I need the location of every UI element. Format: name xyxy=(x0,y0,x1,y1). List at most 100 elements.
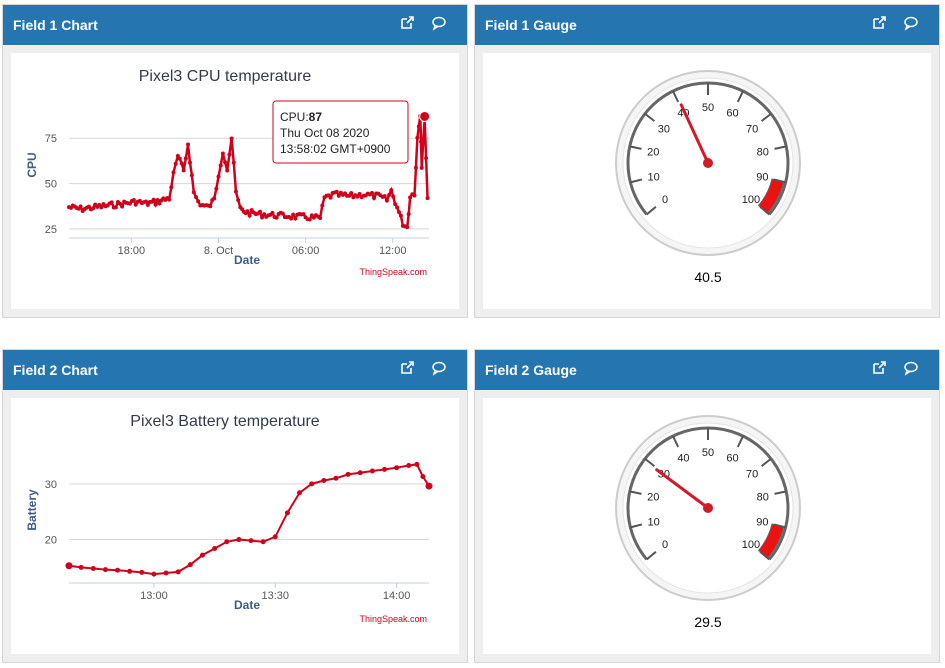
data-point[interactable] xyxy=(224,539,230,545)
data-point[interactable] xyxy=(171,170,176,175)
data-point[interactable] xyxy=(347,193,352,198)
data-point[interactable] xyxy=(245,209,250,214)
data-point[interactable] xyxy=(113,205,118,210)
data-point[interactable] xyxy=(65,562,73,570)
data-point[interactable] xyxy=(214,186,219,191)
data-point[interactable] xyxy=(336,193,341,198)
data-point[interactable] xyxy=(395,205,400,210)
data-point[interactable] xyxy=(151,571,157,577)
data-point[interactable] xyxy=(109,200,114,205)
comment-icon[interactable] xyxy=(903,15,919,31)
data-point[interactable] xyxy=(349,191,354,196)
data-point[interactable] xyxy=(175,569,181,575)
data-point[interactable] xyxy=(357,192,362,197)
data-point[interactable] xyxy=(416,124,421,129)
data-point[interactable] xyxy=(398,213,403,218)
highlighted-point[interactable] xyxy=(419,110,431,122)
data-point[interactable] xyxy=(151,197,156,202)
data-point[interactable] xyxy=(334,189,339,194)
data-point[interactable] xyxy=(425,196,430,201)
data-point[interactable] xyxy=(260,539,266,545)
data-point[interactable] xyxy=(196,199,201,204)
data-point[interactable] xyxy=(397,210,401,215)
data-point[interactable] xyxy=(384,198,389,203)
data-point[interactable] xyxy=(90,566,96,572)
data-point[interactable] xyxy=(382,466,388,472)
data-point[interactable] xyxy=(291,212,296,217)
data-point[interactable] xyxy=(223,160,228,165)
data-point[interactable] xyxy=(187,160,192,165)
data-point[interactable] xyxy=(391,194,396,199)
data-point[interactable] xyxy=(406,212,411,217)
data-point[interactable] xyxy=(236,537,242,543)
data-point[interactable] xyxy=(408,195,413,200)
data-point[interactable] xyxy=(284,510,290,516)
comment-icon[interactable] xyxy=(903,360,919,376)
data-point[interactable] xyxy=(118,201,123,206)
data-point[interactable] xyxy=(420,474,426,480)
data-point[interactable] xyxy=(231,160,236,165)
data-point[interactable] xyxy=(424,156,429,161)
data-point[interactable] xyxy=(387,193,392,198)
data-point[interactable] xyxy=(229,136,234,141)
data-point[interactable] xyxy=(274,215,279,220)
data-point[interactable] xyxy=(133,202,138,207)
data-point[interactable] xyxy=(414,461,420,467)
data-point[interactable] xyxy=(115,567,121,573)
data-point[interactable] xyxy=(186,142,191,147)
data-point[interactable] xyxy=(163,570,169,576)
data-point[interactable] xyxy=(187,562,193,568)
data-point[interactable] xyxy=(280,211,285,216)
data-point[interactable] xyxy=(102,567,108,573)
data-point[interactable] xyxy=(357,470,363,476)
data-point[interactable] xyxy=(272,534,278,540)
data-point[interactable] xyxy=(169,185,174,190)
battery-chart[interactable]: Pixel3 Battery temperature Battery Date … xyxy=(11,398,461,656)
data-point[interactable] xyxy=(321,478,327,484)
data-point[interactable] xyxy=(131,198,136,203)
data-point[interactable] xyxy=(394,465,400,471)
data-point[interactable] xyxy=(307,217,312,222)
data-point[interactable] xyxy=(309,481,315,487)
data-point[interactable] xyxy=(143,199,148,204)
data-point[interactable] xyxy=(173,161,178,166)
data-point[interactable] xyxy=(233,189,238,194)
data-point[interactable] xyxy=(382,194,387,199)
data-point[interactable] xyxy=(293,216,298,221)
data-point[interactable] xyxy=(333,475,339,481)
data-point[interactable] xyxy=(248,538,254,544)
data-point[interactable] xyxy=(345,471,351,477)
data-point[interactable] xyxy=(289,216,294,221)
data-point[interactable] xyxy=(425,482,433,490)
data-point[interactable] xyxy=(78,564,84,570)
data-point[interactable] xyxy=(145,202,150,207)
external-link-icon[interactable] xyxy=(399,15,415,31)
external-link-icon[interactable] xyxy=(399,360,415,376)
data-point[interactable] xyxy=(369,468,375,474)
data-point[interactable] xyxy=(413,165,418,170)
data-point[interactable] xyxy=(270,210,275,215)
data-point[interactable] xyxy=(155,198,160,203)
data-point[interactable] xyxy=(179,161,184,166)
data-point[interactable] xyxy=(297,490,303,496)
data-point[interactable] xyxy=(260,215,265,220)
cpu-chart[interactable]: Pixel3 CPU temperature CPU Date ThingSpe… xyxy=(11,53,461,311)
data-point[interactable] xyxy=(86,204,91,209)
comment-icon[interactable] xyxy=(431,15,447,31)
data-point[interactable] xyxy=(406,462,412,468)
data-point[interactable] xyxy=(225,168,230,173)
data-point[interactable] xyxy=(216,174,221,179)
data-point[interactable] xyxy=(328,195,333,200)
data-point[interactable] xyxy=(183,156,188,161)
data-point[interactable] xyxy=(191,190,196,195)
data-point[interactable] xyxy=(218,163,223,168)
data-point[interactable] xyxy=(181,168,186,173)
data-point[interactable] xyxy=(257,209,262,214)
data-point[interactable] xyxy=(120,204,125,209)
data-point[interactable] xyxy=(227,152,232,157)
data-point[interactable] xyxy=(393,202,398,207)
data-point[interactable] xyxy=(212,196,217,201)
data-point[interactable] xyxy=(419,165,424,170)
comment-icon[interactable] xyxy=(431,360,447,376)
data-point[interactable] xyxy=(189,173,194,178)
